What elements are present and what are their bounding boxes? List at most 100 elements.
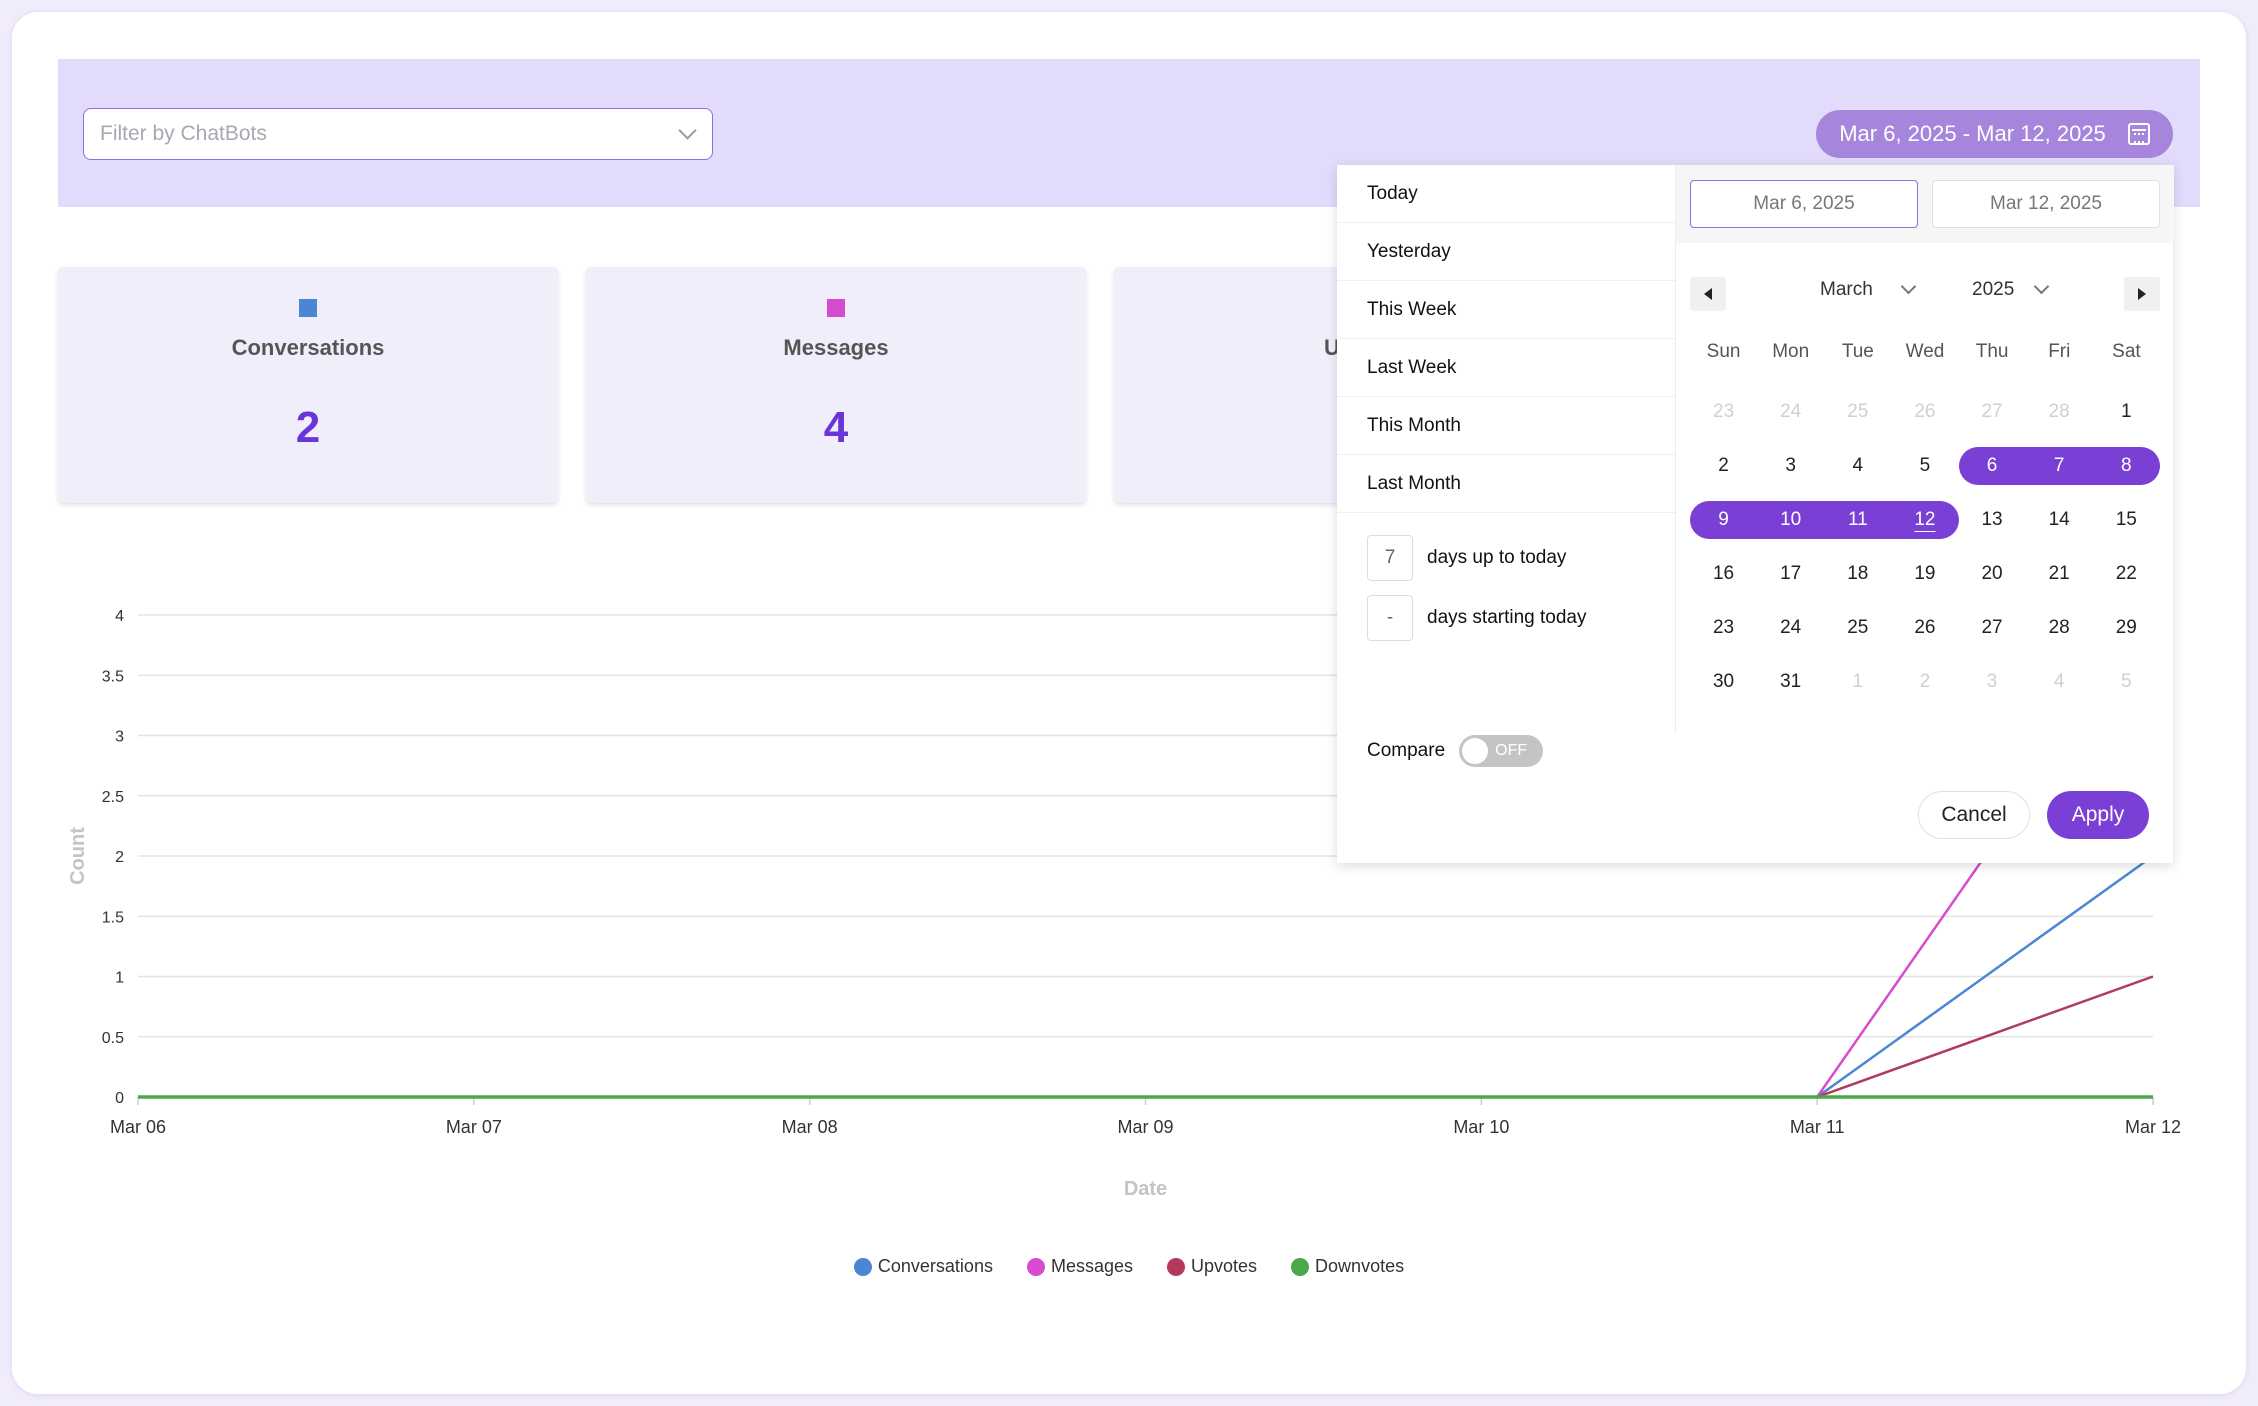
legend-item-downvotes[interactable]: Downvotes: [1291, 1256, 1404, 1277]
legend-item-upvotes[interactable]: Upvotes: [1167, 1256, 1257, 1277]
calendar-day[interactable]: 21: [2026, 547, 2093, 601]
x-tick-label: Mar 07: [446, 1117, 502, 1137]
calendar-day[interactable]: 15: [2093, 493, 2160, 547]
preset-yesterday[interactable]: Yesterday: [1337, 223, 1675, 281]
calendar-panel: Mar 6, 2025 Mar 12, 2025 March 2025 Sun M…: [1675, 165, 2174, 733]
apply-button[interactable]: Apply: [2047, 791, 2149, 839]
calendar-day-number: 24: [1780, 401, 1802, 422]
cancel-button[interactable]: Cancel: [1918, 791, 2030, 839]
start-date-input[interactable]: Mar 6, 2025: [1690, 180, 1918, 228]
days-starting-today-input[interactable]: -: [1367, 595, 1413, 641]
calendar-day[interactable]: 27: [1959, 385, 2026, 439]
preset-this-week[interactable]: This Week: [1337, 281, 1675, 339]
chatbot-filter-select[interactable]: Filter by ChatBots: [83, 108, 713, 160]
calendar-day-number: 25: [1847, 617, 1869, 638]
calendar-day[interactable]: 4: [1824, 439, 1891, 493]
y-tick-label: 0.5: [102, 1030, 124, 1047]
month-select[interactable]: March: [1820, 278, 1917, 301]
calendar-day-number: 25: [1847, 401, 1869, 422]
calendar-day[interactable]: 17: [1757, 547, 1824, 601]
calendar-day[interactable]: 23: [1690, 601, 1757, 655]
calendar-day[interactable]: 12: [1891, 493, 1959, 547]
calendar-day[interactable]: 2: [1690, 439, 1757, 493]
calendar-day[interactable]: 2: [1891, 655, 1958, 709]
y-tick-label: 1.5: [102, 909, 124, 926]
calendar-day-number: 26: [1914, 617, 1936, 638]
calendar-day[interactable]: 5: [1891, 439, 1958, 493]
calendar-day[interactable]: 3: [1757, 439, 1824, 493]
next-month-button[interactable]: [2124, 277, 2160, 311]
y-tick-label: 2.5: [102, 789, 124, 806]
calendar-day[interactable]: 8: [2092, 439, 2161, 493]
calendar-day[interactable]: 31: [1757, 655, 1824, 709]
calendar-day[interactable]: 7: [2025, 439, 2093, 493]
calendar-day[interactable]: 11: [1824, 493, 1892, 547]
calendar-day[interactable]: 16: [1690, 547, 1757, 601]
chart-legend: Conversations Messages Upvotes Downvotes: [0, 1256, 2258, 1277]
line-chart: 0 0.5 1 1.5 2 2.5 3 3.5 4 Mar 06 Mar 07 Mar 08 Mar 0…: [67, 608, 2181, 1200]
calendar-day[interactable]: 3: [1959, 655, 2026, 709]
date-range-button[interactable]: Mar 6, 2025 - Mar 12, 2025: [1816, 110, 2173, 158]
calendar-day[interactable]: 29: [2093, 601, 2160, 655]
chevron-down-icon: [2034, 278, 2050, 294]
messages-swatch: [827, 299, 845, 317]
y-tick-label: 2: [115, 849, 124, 866]
preset-last-week[interactable]: Last Week: [1337, 339, 1675, 397]
preset-today[interactable]: Today: [1337, 165, 1675, 223]
calendar-day[interactable]: 26: [1891, 385, 1958, 439]
calendar-day-number: 23: [1712, 401, 1735, 422]
calendar-day[interactable]: 18: [1824, 547, 1891, 601]
year-select[interactable]: 2025: [1972, 278, 2050, 301]
weekday-label: Tue: [1841, 341, 1874, 362]
legend-item-messages[interactable]: Messages: [1026, 1256, 1133, 1277]
calendar-day-number: 28: [2048, 401, 2070, 422]
calendar-day[interactable]: 4: [2026, 655, 2093, 709]
calendar-day[interactable]: 30: [1690, 655, 1757, 709]
legend-dot: [1026, 1257, 1045, 1276]
y-tick-label: 3.5: [102, 668, 124, 685]
calendar-day[interactable]: 22: [2093, 547, 2160, 601]
calendar-day[interactable]: 25: [1824, 601, 1891, 655]
calendar-day[interactable]: 6: [1958, 439, 2026, 493]
calendar-day-number: 4: [1852, 455, 1864, 476]
calendar-day[interactable]: 24: [1757, 601, 1824, 655]
calendar-day-number: 3: [1785, 455, 1796, 476]
prev-month-button[interactable]: [1690, 277, 1726, 311]
calendar-day[interactable]: 13: [1959, 493, 2026, 547]
preset-last-month[interactable]: Last Month: [1337, 455, 1675, 513]
legend-dot: [1167, 1257, 1185, 1276]
days-up-to-today-input[interactable]: 7: [1367, 535, 1413, 581]
calendar-day[interactable]: 28: [2026, 601, 2093, 655]
compare-toggle[interactable]: OFF: [1459, 735, 1544, 767]
legend-item-conversations[interactable]: Conversations: [853, 1256, 993, 1277]
stat-card-value: 4: [823, 403, 849, 452]
calendar-day-number: 3: [1986, 671, 1998, 692]
calendar-day[interactable]: 27: [1959, 601, 2026, 655]
filter-placeholder: Filter by ChatBots: [100, 122, 267, 145]
legend-label: Downvotes: [1315, 1256, 1405, 1276]
stat-card-value: 2: [295, 403, 321, 452]
calendar-day-number: 1: [1852, 671, 1864, 692]
calendar-day[interactable]: 14: [2026, 493, 2093, 547]
compare-label: Compare: [1367, 740, 1446, 761]
calendar-day[interactable]: 23: [1690, 385, 1757, 439]
calendar-day[interactable]: 25: [1824, 385, 1891, 439]
preset-this-month[interactable]: This Month: [1337, 397, 1675, 455]
year-value: 2025: [1972, 279, 2015, 300]
calendar-day[interactable]: 1: [1824, 655, 1891, 709]
calendar-day[interactable]: 24: [1757, 385, 1824, 439]
end-date-input[interactable]: Mar 12, 2025: [1932, 180, 2160, 228]
calendar-day-number: 18: [1847, 563, 1869, 584]
calendar-day[interactable]: 28: [2026, 385, 2093, 439]
calendar-day-number: 21: [2048, 563, 2070, 584]
calendar-day[interactable]: 9: [1690, 493, 1758, 547]
calendar-day[interactable]: 1: [2093, 385, 2160, 439]
calendar-day[interactable]: 26: [1891, 601, 1958, 655]
calendar-day[interactable]: 5: [2093, 655, 2160, 709]
days-up-to-today-label: days up to today: [1427, 547, 1567, 568]
calendar-day[interactable]: 10: [1757, 493, 1825, 547]
calendar-day[interactable]: 19: [1891, 547, 1958, 601]
calendar-day-number: 2: [1718, 455, 1729, 476]
days-starting-today-row: - days starting today: [1367, 595, 1586, 641]
calendar-day[interactable]: 20: [1959, 547, 2026, 601]
